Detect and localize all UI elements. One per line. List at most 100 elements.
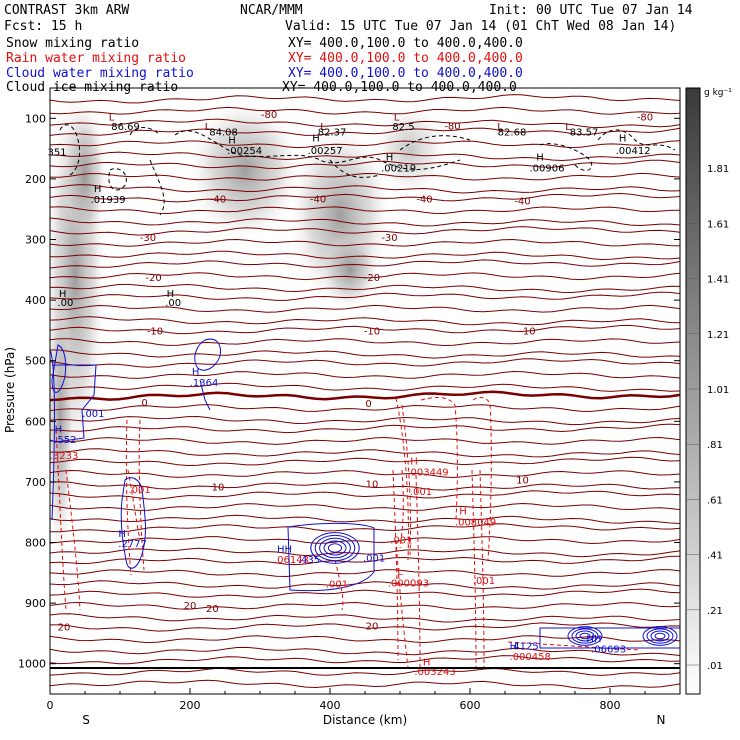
extrema-label: .001 (128, 485, 150, 496)
extrema-label: H (410, 457, 418, 468)
y-tick-label: 100 (25, 112, 46, 125)
extrema-label: HH (586, 634, 601, 645)
extrema-label: .435 (298, 555, 320, 566)
cloud-water-contour (579, 632, 591, 640)
temperature-contour (50, 469, 680, 479)
extrema-label: 4125 (513, 642, 538, 653)
temperature-contour (50, 523, 680, 533)
cloud-water-contour (319, 537, 351, 559)
extrema-label: H (118, 529, 126, 540)
extrema-label: 82.5 (392, 122, 414, 133)
temperature-contour (50, 291, 680, 301)
temperature-contour (50, 283, 680, 294)
extrema-label: H (312, 134, 320, 145)
temperature-contour (50, 613, 680, 623)
colorbar-tick-label: .01 (707, 661, 723, 672)
extrema-label: H (167, 289, 175, 300)
cloud-water-contour (323, 540, 347, 556)
cloud-water-contour (314, 534, 356, 562)
temperature-contour (50, 667, 680, 676)
colorbar-tick-label: 1.61 (707, 219, 729, 230)
field-xy-rain: XY= 400.0,100.0 to 400.0,400.0 (288, 51, 523, 66)
extrema-label: .00906 (530, 163, 565, 174)
extrema-label: 83.57 (570, 128, 599, 139)
temperature-contour (50, 448, 680, 458)
temperature-contour (50, 569, 680, 578)
y-tick-label: 600 (25, 415, 46, 428)
extrema-label: .003243 (414, 667, 455, 678)
extrema-label: .001 (326, 580, 348, 591)
extrema-label: .001 (410, 487, 432, 498)
extrema-label: H (536, 152, 544, 163)
temperature-label: 10 (212, 483, 225, 494)
temperature-contour (50, 140, 680, 149)
field-xy-cloud-water: XY= 400.0,100.0 to 400.0,400.0 (288, 66, 523, 81)
cloud-water-contour (287, 522, 375, 592)
temperature-contour (50, 238, 680, 247)
extrema-label: .001 (390, 535, 412, 546)
temperature-contour (50, 259, 680, 269)
cloud-ice-contour (108, 168, 127, 191)
temperature-label: -80 (637, 112, 653, 123)
colorbar-tick-label: .21 (707, 606, 723, 617)
colorbar-tick-label: 1.81 (707, 164, 729, 175)
cloud-water-contour (654, 632, 666, 640)
temperature-label: -40 (210, 194, 226, 205)
temperature-contour (50, 622, 680, 632)
temperature-contour (50, 390, 680, 402)
temperature-contour (50, 588, 680, 598)
temperature-label: -40 (310, 194, 326, 205)
colorbar-tick-label: .41 (707, 551, 723, 562)
extrema-label: .3233 (50, 451, 79, 462)
cloud-water-contour (646, 628, 674, 644)
extrema-label: .00 (165, 298, 181, 309)
extrema-label: .552 (54, 435, 76, 446)
cloud-water-contour (120, 477, 146, 569)
temperature-label: -40 (514, 197, 530, 208)
temperature-label: 20 (58, 623, 71, 634)
temperature-contour (50, 316, 680, 326)
extrema-label: .001 (473, 576, 495, 587)
temperature-label: -10 (364, 326, 380, 337)
cloud-water-contour (567, 626, 603, 646)
rain-contour (472, 396, 492, 561)
x-axis: 0 200 400 600 800 (47, 688, 681, 712)
y-tick-label: 300 (25, 234, 46, 247)
rain-contour (127, 469, 141, 541)
temperature-label: -30 (140, 233, 156, 244)
extrema-label: .2777 (118, 539, 147, 550)
temperature-label: 20 (184, 601, 197, 612)
temperature-contour (50, 106, 680, 115)
extrema-label: 351 (47, 148, 66, 159)
cloud-water-contour (571, 628, 599, 644)
temperature-contour (50, 94, 680, 104)
temperature-label: -10 (519, 326, 535, 337)
temperature-contour (50, 324, 680, 335)
extrema-label: L (109, 112, 115, 123)
y-axis-title: Pressure (hPa) (3, 347, 17, 433)
extrema-label: .001 (363, 554, 385, 565)
temperature-contour (50, 217, 680, 227)
colorbar-tick-label: 1.41 (707, 275, 729, 286)
temperature-label: 20 (366, 622, 379, 633)
rain-contour (415, 474, 421, 669)
cloud-ice-contour (174, 130, 461, 170)
extrema-label: L (320, 122, 326, 133)
temperature-label: 0 (365, 399, 371, 410)
temperature-contour (50, 481, 680, 491)
temperature-contour (50, 349, 680, 359)
snow-shading (50, 88, 445, 560)
x-tick-label: 800 (600, 699, 621, 712)
extrema-label: H (228, 136, 236, 147)
rain-contour (392, 469, 399, 661)
cloud-water-contours (50, 338, 680, 649)
extrema-label: .000458 (510, 652, 551, 663)
cloud-water-contour (50, 364, 97, 443)
x-tick-label: 0 (47, 699, 54, 712)
temperature-contour (50, 547, 680, 558)
temperature-contour (50, 536, 680, 545)
y-tick-label: 200 (25, 173, 46, 186)
temperature-label: -20 (364, 273, 380, 284)
